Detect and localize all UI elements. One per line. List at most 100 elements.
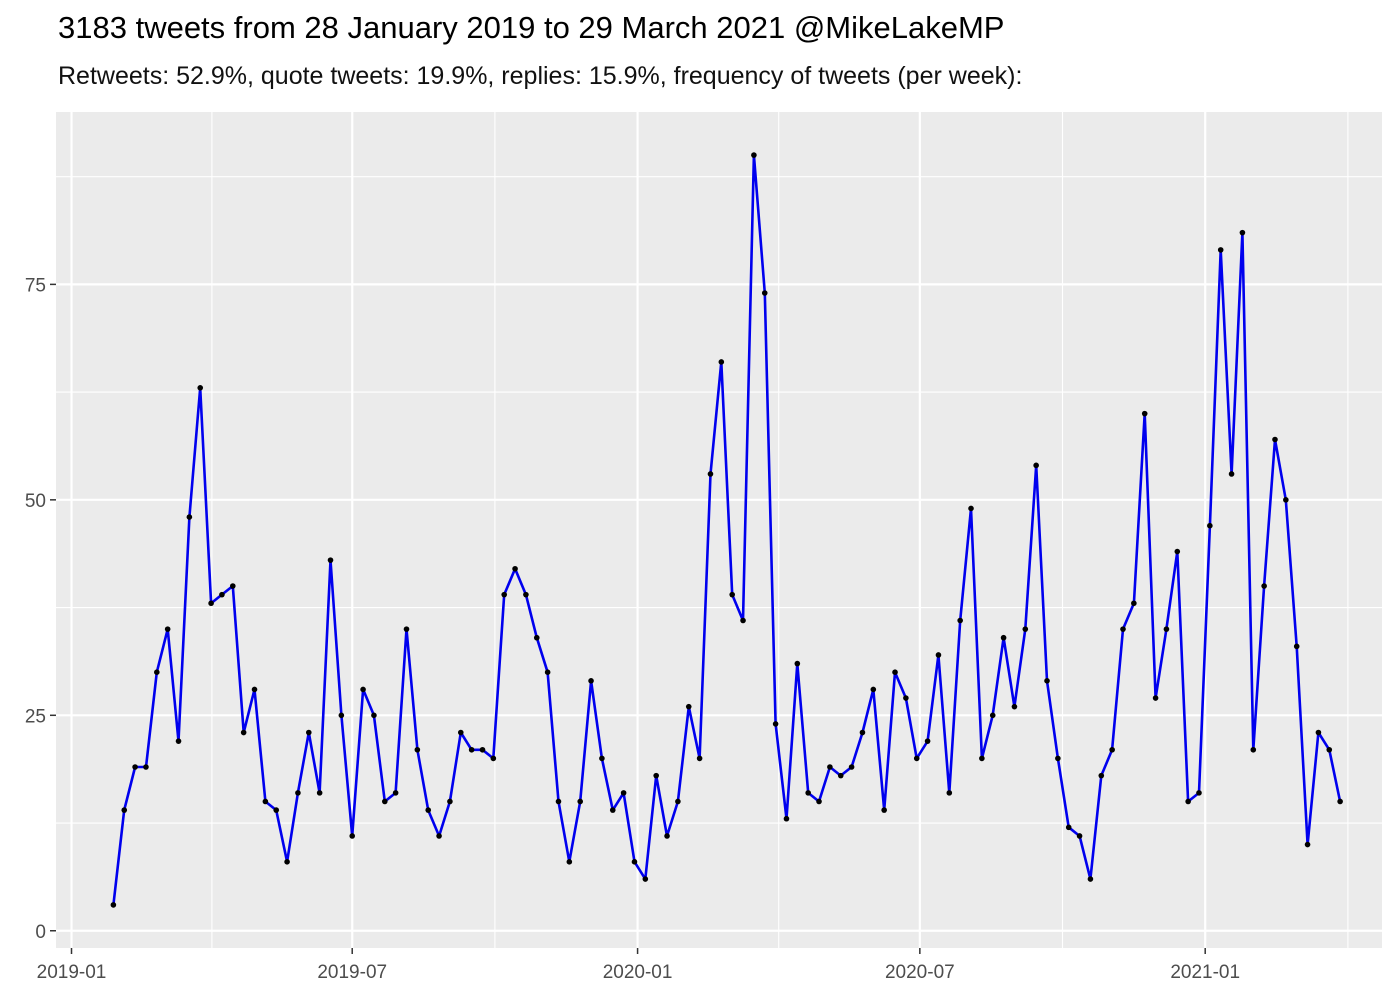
chart-subtitle: Retweets: 52.9%, quote tweets: 19.9%, re… [58,62,1023,90]
data-point [360,686,366,693]
data-point [718,359,725,365]
data-point [338,712,345,719]
data-point [1109,746,1115,753]
tweets-per-week-line [112,153,1342,906]
data-point [631,859,638,865]
data-point [544,669,551,676]
data-point [881,807,887,813]
data-point [1141,410,1148,417]
data-point [1326,746,1333,753]
chart-title: 3183 tweets from 28 January 2019 to 29 M… [58,10,1005,45]
data-point [968,505,974,512]
data-point [230,583,236,589]
data-point [935,652,942,658]
data-point [316,790,323,796]
data-point [979,755,985,762]
data-point [164,626,171,632]
data-point [761,290,768,296]
y-tick-label: 75 [25,275,46,296]
data-point [1087,876,1094,882]
data-point [175,738,182,744]
data-point [327,557,334,563]
data-point [262,798,269,805]
data-point [772,721,779,727]
data-point [414,746,421,753]
data-point [154,669,160,676]
data-point [479,746,486,753]
data-point [251,686,258,693]
data-point [1304,841,1311,848]
data-point [1283,497,1289,503]
data-point [751,152,757,158]
minor-gridlines [56,112,1382,948]
data-point [1163,626,1170,632]
data-point [284,859,290,865]
data-point [913,755,920,762]
data-point [685,703,692,710]
data-point [501,591,508,598]
axis-ticks [50,283,1206,954]
data-point [609,807,616,813]
data-point [924,738,931,744]
data-point [392,790,399,796]
data-point [208,600,214,607]
data-point [197,384,204,391]
data-point [1293,643,1300,650]
data-point [827,764,833,770]
data-point [468,746,475,753]
y-tick-label: 50 [25,491,46,512]
data-point [1315,729,1322,736]
data-point [1000,634,1007,641]
data-point [403,626,410,632]
data-point [273,807,280,813]
data-point [729,591,735,598]
data-point [436,833,442,839]
data-point [110,902,117,908]
data-point [512,565,518,572]
data-point [740,617,746,624]
data-point [1337,798,1343,805]
data-point [588,678,594,684]
data-point [1098,772,1105,779]
data-point [783,815,790,822]
x-tick-label: 2020-01 [603,962,673,983]
data-point [1217,247,1224,253]
y-tick-label: 25 [25,706,46,727]
data-point [805,790,811,796]
data-point [859,729,866,736]
data-point [892,669,898,676]
data-point [295,790,301,796]
data-point [675,798,681,805]
data-point [620,790,627,796]
data-point [1055,755,1061,762]
data-point [1207,522,1213,529]
data-point [664,833,670,839]
data-point [1272,436,1278,443]
data-point [1250,746,1257,753]
data-point [1044,678,1050,684]
data-point [121,807,128,813]
data-point [523,591,529,598]
data-point [457,729,464,736]
data-point [1120,626,1126,632]
data-point [642,876,649,882]
data-point [903,695,909,701]
data-point [816,798,822,805]
data-point [1196,790,1202,796]
major-gridlines [56,112,1382,948]
data-point [240,729,247,736]
x-tick-label: 2019-07 [317,962,387,983]
data-point [1174,548,1181,555]
data-point [447,798,453,805]
data-point [566,859,573,865]
data-point [707,471,714,477]
data-point [1033,462,1039,469]
data-point [1022,626,1029,632]
data-point [1065,824,1072,831]
data-point [870,686,877,693]
data-point [490,755,497,762]
x-tick-label: 2021-01 [1170,962,1240,983]
data-point [989,712,996,719]
data-points [110,152,1343,908]
